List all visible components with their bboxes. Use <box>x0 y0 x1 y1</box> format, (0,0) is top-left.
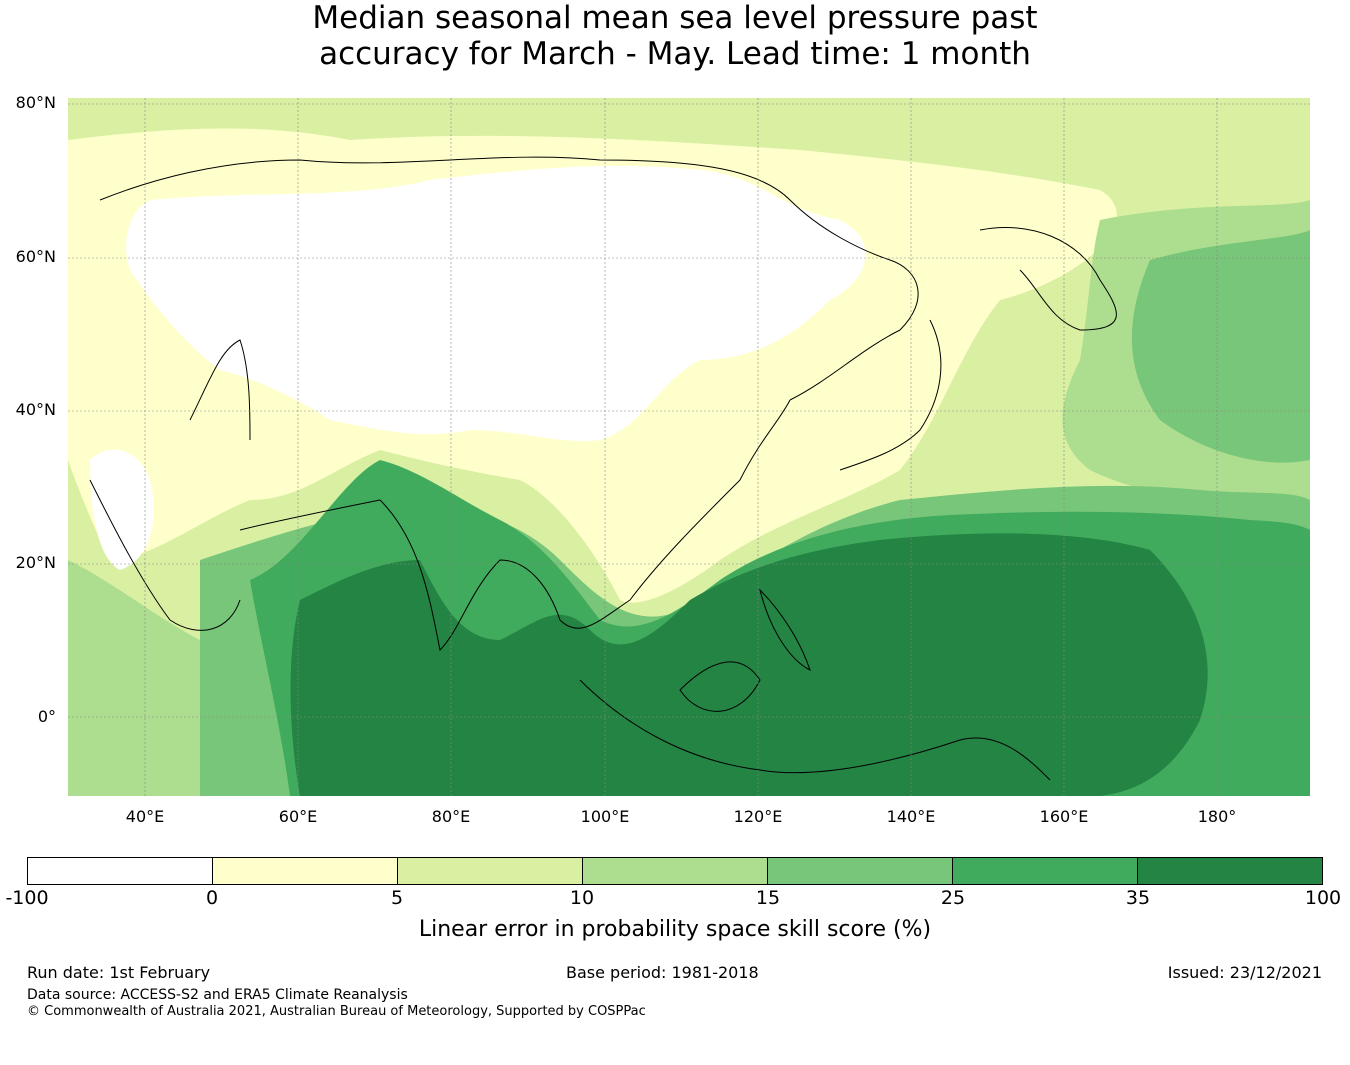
colorbar-tick-label: 100 <box>1304 887 1342 909</box>
title-line-2: accuracy for March - May. Lead time: 1 m… <box>319 36 1031 72</box>
lat-label-60n: 60°N <box>15 247 56 266</box>
map-panel: 80°N 60°N 40°N 20°N 0° <box>0 90 1350 830</box>
graticule <box>68 98 1310 796</box>
coastlines <box>89 156 1117 781</box>
skill-region-negative-2 <box>90 449 154 570</box>
map-title: Median seasonal mean sea level pressure … <box>0 0 1350 72</box>
lon-label-100e: 100°E <box>580 807 630 826</box>
skill-region-negative <box>126 165 866 442</box>
lon-label-40e: 40°E <box>125 807 165 826</box>
colorbar-segment-2 <box>213 858 398 884</box>
lat-label-20n: 20°N <box>15 553 56 572</box>
colorbar-segment-6 <box>953 858 1138 884</box>
lon-label-160e: 160°E <box>1039 807 1089 826</box>
colorbar-tick-label: 10 <box>569 887 595 909</box>
issued-date: Issued: 23/12/2021 <box>1167 963 1322 982</box>
data-source: Data source: ACCESS-S2 and ERA5 Climate … <box>27 987 408 1003</box>
colorbar-segment-3 <box>398 858 583 884</box>
lat-label-40n: 40°N <box>15 400 56 419</box>
colorbar-segment-7 <box>1138 858 1322 884</box>
colorbar-tick-label: 0 <box>205 887 219 909</box>
colorbar-segment-5 <box>768 858 953 884</box>
lon-label-180: 180° <box>1197 807 1237 826</box>
lon-label-80e: 80°E <box>431 807 471 826</box>
colorbar-tick-label: 25 <box>940 887 966 909</box>
colorbar-label: Linear error in probability space skill … <box>418 917 932 942</box>
colorbar-tick-label: 5 <box>390 887 404 909</box>
lon-label-140e: 140°E <box>886 807 936 826</box>
colorbar <box>27 857 1323 885</box>
colorbar-segment-1 <box>28 858 213 884</box>
base-period: Base period: 1981-2018 <box>566 963 759 982</box>
skill-region-35-100 <box>290 533 1208 796</box>
colorbar-segment-4 <box>583 858 768 884</box>
colorbar-tick-label: 35 <box>1125 887 1151 909</box>
lat-label-80n: 80°N <box>15 93 56 112</box>
skill-map <box>68 98 1310 796</box>
run-date: Run date: 1st February <box>27 963 211 982</box>
lon-label-120e: 120°E <box>733 807 783 826</box>
colorbar-tick-label: -100 <box>5 887 49 909</box>
colorbar-tick-label: 15 <box>755 887 781 909</box>
lat-label-0: 0° <box>37 707 56 726</box>
skill-region-15-25-npacific <box>1131 230 1310 463</box>
lon-label-60e: 60°E <box>278 807 318 826</box>
title-line-1: Median seasonal mean sea level pressure … <box>312 0 1038 36</box>
copyright: © Commonwealth of Australia 2021, Austra… <box>27 1004 646 1019</box>
